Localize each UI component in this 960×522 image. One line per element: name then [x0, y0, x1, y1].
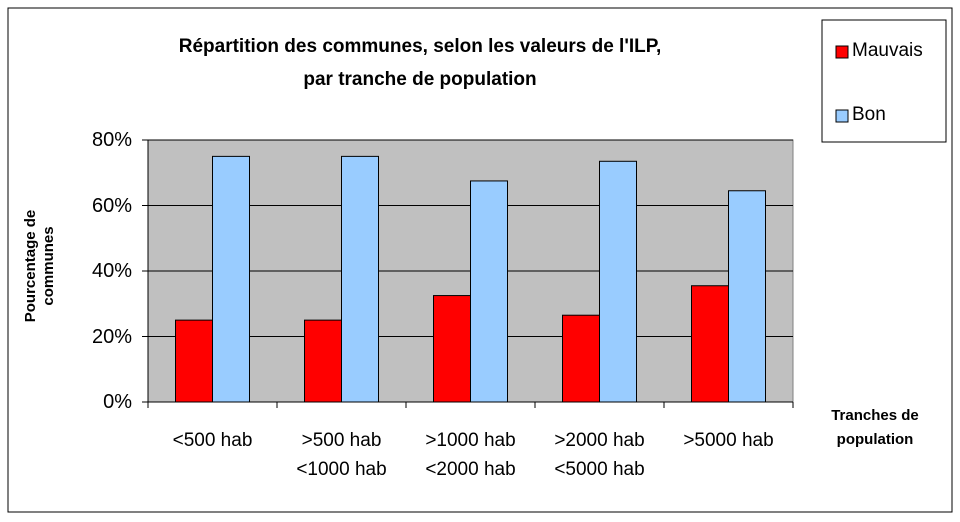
bar: [433, 295, 471, 403]
bar: [691, 285, 729, 403]
bar: [304, 319, 342, 403]
x-tick-label: >1000 hab <2000 hab: [425, 430, 516, 480]
y-tick-label: 0%: [103, 391, 132, 413]
legend-label: Bon: [852, 104, 886, 125]
legend-swatch: [835, 109, 849, 123]
bar: [470, 180, 508, 403]
x-axis-title: Tranches de population: [831, 407, 919, 448]
x-tick-label: <500 hab: [172, 430, 253, 451]
x-tick-label: >5000 hab: [683, 430, 774, 451]
y-tick-label: 60%: [91, 194, 132, 217]
x-tick-label: >500 hab <1000 hab: [296, 430, 387, 480]
y-tick-label: 20%: [91, 325, 132, 348]
chart-title: Répartition des communes, selon les vale…: [178, 36, 662, 90]
bar: [728, 190, 766, 403]
y-tick-label: 80%: [91, 129, 132, 151]
bar: [599, 160, 637, 403]
x-tick-label: >2000 hab <5000 hab: [554, 430, 645, 480]
bar: [175, 319, 213, 403]
bar: [341, 155, 379, 403]
legend-swatch: [835, 45, 849, 59]
y-tick-label: 40%: [91, 260, 132, 282]
legend-label: Mauvais: [852, 40, 923, 61]
bar: [562, 314, 600, 403]
bar: [212, 155, 250, 403]
